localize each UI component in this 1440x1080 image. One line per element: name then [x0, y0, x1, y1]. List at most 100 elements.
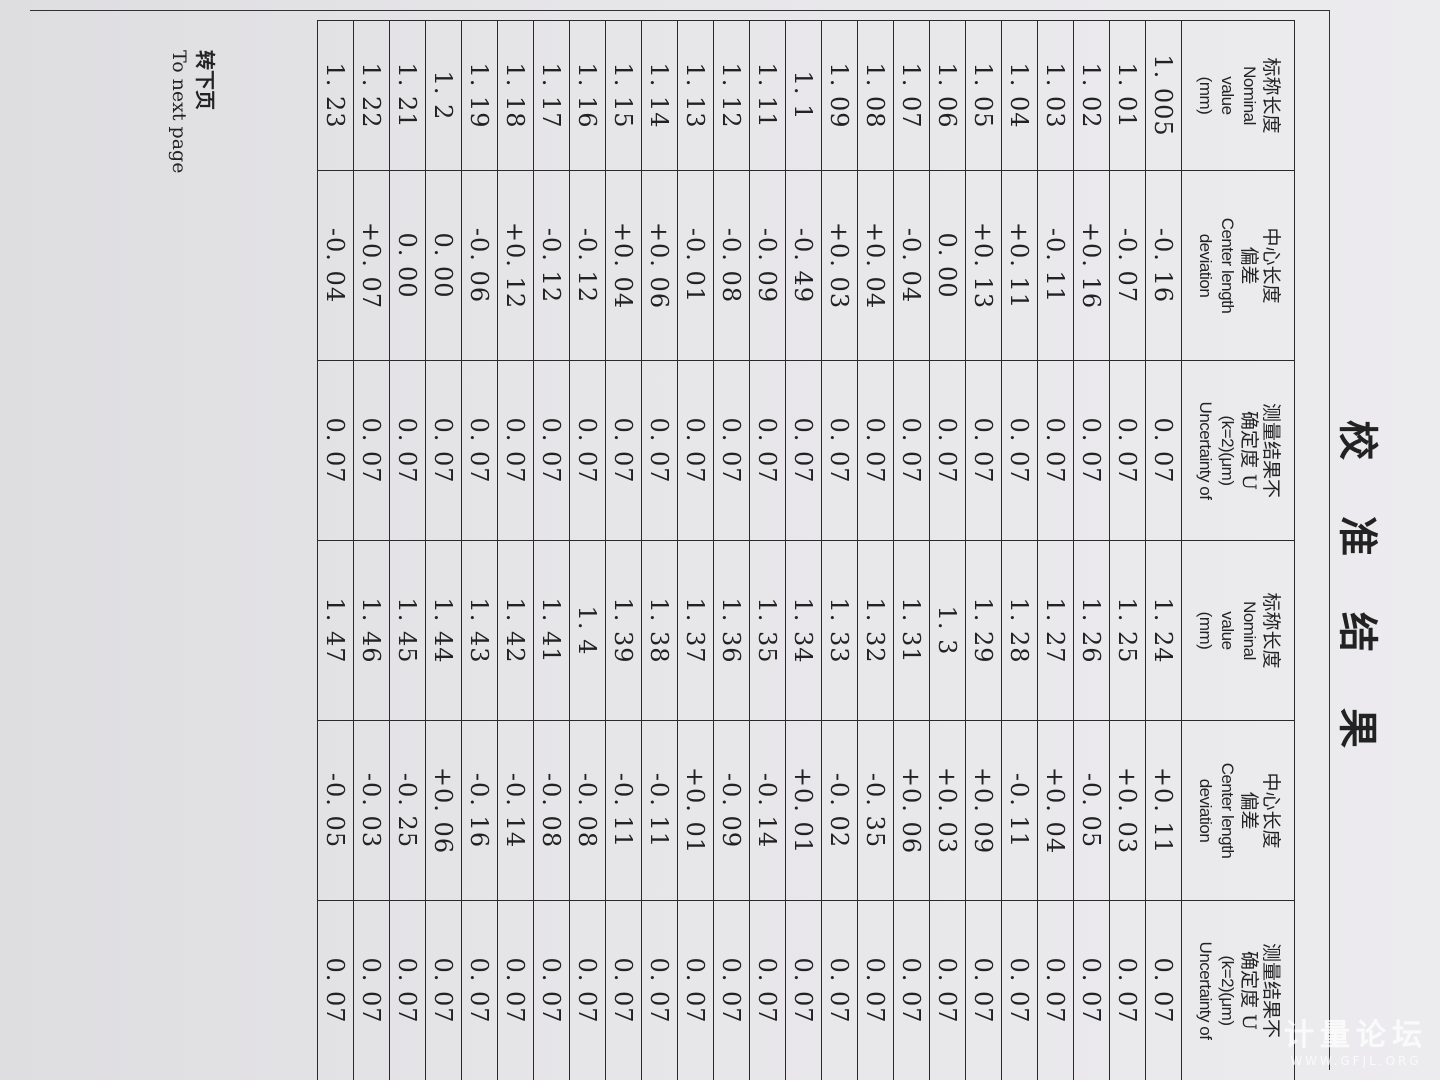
nominal-cell: 1. 07	[893, 20, 930, 171]
table-row: 1. 14 +0. 06 0. 07 1. 38 -0. 11 0. 07	[641, 20, 678, 1080]
uncertainty-cell: 0. 07	[389, 360, 426, 541]
watermark-url: WWW.GFJL.ORG	[1290, 1054, 1422, 1068]
table-row: 1. 19 -0. 06 0. 07 1. 43 -0. 16 0. 07	[461, 20, 498, 1080]
page-title: 校 准 结 果	[1332, 420, 1390, 750]
deviation-cell: -0. 01	[677, 170, 714, 361]
deviation-cell: +0. 16	[1073, 170, 1110, 361]
header-cn: 测量结果不	[1260, 942, 1282, 1038]
uncertainty-cell: 0. 07	[461, 900, 498, 1080]
uncertainty-cell: 0. 07	[749, 900, 786, 1080]
uncertainty-cell: 0. 07	[1109, 360, 1146, 541]
deviation-cell: 0. 00	[389, 170, 426, 361]
uncertainty-cell: 0. 07	[1073, 900, 1110, 1080]
nominal-cell: 1. 33	[821, 540, 858, 721]
watermark-text: 计量论坛	[1284, 1018, 1428, 1053]
table-row: 1. 1 -0. 49 0. 07 1. 34 +0. 01 0. 07	[785, 20, 822, 1080]
uncertainty-cell: 0. 07	[497, 360, 534, 541]
deviation-cell: +0. 01	[785, 720, 822, 901]
nominal-cell: 1. 32	[857, 540, 894, 721]
deviation-cell: -0. 14	[497, 720, 534, 901]
nominal-cell: 1. 29	[965, 540, 1002, 721]
table-row: 1. 07 -0. 04 0. 07 1. 31 +0. 06 0. 07	[893, 20, 930, 1080]
deviation-cell: -0. 09	[713, 720, 750, 901]
uncertainty-cell: 0. 07	[1037, 360, 1074, 541]
deviation-cell: +0. 07	[353, 170, 390, 361]
header-en: (k=2)(μm)	[1218, 415, 1237, 486]
uncertainty-cell: 0. 07	[677, 900, 714, 1080]
header-nominal: 标称长度 Nominal value (mm)	[1181, 540, 1295, 721]
header-deviation: 中心长度 偏差 Center length deviation	[1181, 170, 1295, 361]
uncertainty-cell: 0. 07	[317, 360, 354, 541]
nominal-cell: 1. 44	[425, 540, 462, 721]
table-row: 1. 21 0. 00 0. 07 1. 45 -0. 25 0. 07	[389, 20, 426, 1080]
table-row: 1. 06 0. 00 0. 07 1. 3 +0. 03 0. 07	[929, 20, 966, 1080]
deviation-cell: -0. 04	[893, 170, 930, 361]
uncertainty-cell: 0. 07	[1145, 360, 1182, 541]
uncertainty-cell: 0. 07	[929, 360, 966, 541]
deviation-cell: -0. 35	[857, 720, 894, 901]
calibration-results-table: 标称长度 Nominal value (mm) 中心长度 偏差 Center length…	[317, 20, 1295, 1080]
nominal-cell: 1. 14	[641, 20, 678, 171]
uncertainty-cell: 0. 07	[821, 900, 858, 1080]
header-en: Center length	[1218, 217, 1237, 314]
nominal-cell: 1. 16	[569, 20, 606, 171]
uncertainty-cell: 0. 07	[1001, 900, 1038, 1080]
nominal-cell: 1. 24	[1145, 540, 1182, 721]
nominal-cell: 1. 15	[605, 20, 642, 171]
nominal-cell: 1. 46	[353, 540, 390, 721]
header-cn: 偏差	[1238, 246, 1260, 285]
uncertainty-cell: 0. 07	[1145, 900, 1182, 1080]
deviation-cell: -0. 09	[749, 170, 786, 361]
nominal-cell: 1. 43	[461, 540, 498, 721]
header-en: Uncertainty of	[1196, 941, 1215, 1040]
nominal-cell: 1. 17	[533, 20, 570, 171]
nominal-cell: 1. 08	[857, 20, 894, 171]
deviation-cell: +0. 03	[821, 170, 858, 361]
uncertainty-cell: 0. 07	[533, 360, 570, 541]
uncertainty-cell: 0. 07	[389, 900, 426, 1080]
watermark-logo: 计量论坛 WWW.GFJL.ORG	[1284, 1010, 1428, 1068]
header-deviation: 中心长度 偏差 Center length deviation	[1181, 720, 1295, 901]
deviation-cell: +0. 12	[497, 170, 534, 361]
uncertainty-cell: 0. 07	[677, 360, 714, 541]
table-row: 1. 13 -0. 01 0. 07 1. 37 +0. 01 0. 07	[677, 20, 714, 1080]
nominal-cell: 1. 27	[1037, 540, 1074, 721]
header-uncertainty: 测量结果不 确定度 U (k=2)(μm) Uncertainty of	[1181, 360, 1295, 541]
header-uncertainty: 测量结果不 确定度 U (k=2)(μm) Uncertainty of	[1181, 900, 1295, 1080]
deviation-cell: +0. 11	[1145, 720, 1182, 901]
nominal-cell: 1. 04	[1001, 20, 1038, 171]
uncertainty-cell: 0. 07	[965, 900, 1002, 1080]
uncertainty-cell: 0. 07	[461, 360, 498, 541]
header-cn: 标称长度	[1260, 57, 1282, 134]
table-row: 1. 22 +0. 07 0. 07 1. 46 -0. 03 0. 07	[353, 20, 390, 1080]
uncertainty-cell: 0. 07	[821, 360, 858, 541]
table-row: 1. 005 -0. 16 0. 07 1. 24 +0. 11 0. 07	[1145, 20, 1182, 1080]
title-char: 校	[1334, 420, 1381, 462]
uncertainty-cell: 0. 07	[713, 360, 750, 541]
nominal-cell: 1. 21	[389, 20, 426, 171]
nominal-cell: 1. 45	[389, 540, 426, 721]
header-unit: (mm)	[1196, 611, 1215, 650]
table-row: 1. 03 -0. 11 0. 07 1. 27 +0. 04 0. 07	[1037, 20, 1074, 1080]
table-row: 1. 01 -0. 07 0. 07 1. 25 +0. 03 0. 07	[1109, 20, 1146, 1080]
nominal-cell: 1. 31	[893, 540, 930, 721]
deviation-cell: -0. 16	[1145, 170, 1182, 361]
uncertainty-cell: 0. 07	[425, 900, 462, 1080]
uncertainty-cell: 0. 07	[533, 900, 570, 1080]
uncertainty-cell: 0. 07	[497, 900, 534, 1080]
header-cn: 中心长度	[1260, 772, 1282, 849]
deviation-cell: -0. 49	[785, 170, 822, 361]
table-row: 1. 04 +0. 11 0. 07 1. 28 -0. 11 0. 07	[1001, 20, 1038, 1080]
uncertainty-cell: 0. 07	[605, 360, 642, 541]
nominal-cell: 1. 13	[677, 20, 714, 171]
table-row: 1. 16 -0. 12 0. 07 1. 4 -0. 08 0. 07	[569, 20, 606, 1080]
nominal-cell: 1. 06	[929, 20, 966, 171]
deviation-cell: -0. 07	[1109, 170, 1146, 361]
header-en: value	[1218, 76, 1237, 115]
nominal-cell: 1. 41	[533, 540, 570, 721]
nominal-cell: 1. 3	[929, 540, 966, 721]
deviation-cell: -0. 12	[533, 170, 570, 361]
deviation-cell: 0. 00	[425, 170, 462, 361]
deviation-cell: -0. 05	[317, 720, 354, 901]
